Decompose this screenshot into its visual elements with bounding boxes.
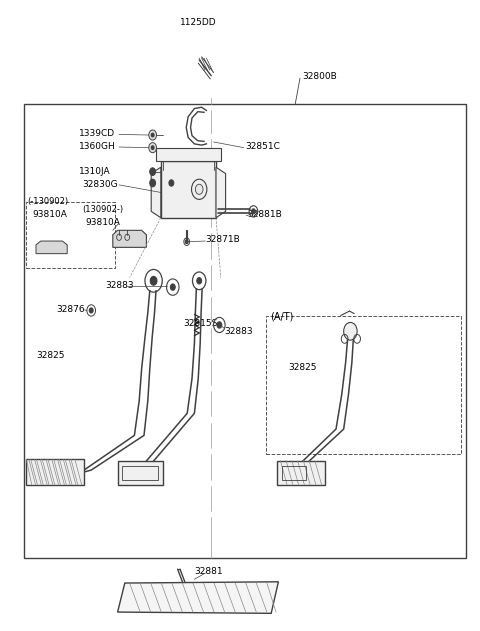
Text: 32876: 32876 <box>57 305 85 314</box>
Bar <box>161 161 216 218</box>
Text: 93810A: 93810A <box>85 218 120 227</box>
Circle shape <box>197 278 202 284</box>
Polygon shape <box>156 148 221 161</box>
Circle shape <box>151 133 154 137</box>
Polygon shape <box>36 241 67 254</box>
Circle shape <box>149 130 156 140</box>
Text: 93810A: 93810A <box>33 210 68 219</box>
Bar <box>282 466 306 480</box>
Text: 1125DD: 1125DD <box>180 18 216 27</box>
Text: 32871B: 32871B <box>205 235 240 244</box>
Text: 32815S: 32815S <box>183 319 218 327</box>
Text: 32881: 32881 <box>194 567 223 576</box>
Circle shape <box>89 308 93 313</box>
Text: (A/T): (A/T) <box>270 312 293 322</box>
Bar <box>26 459 84 485</box>
Circle shape <box>169 180 174 186</box>
Circle shape <box>344 322 357 340</box>
Circle shape <box>150 168 156 175</box>
Circle shape <box>217 322 222 328</box>
Text: (-130902): (-130902) <box>27 198 69 206</box>
Circle shape <box>149 143 156 153</box>
Polygon shape <box>151 167 161 218</box>
Text: 32851C: 32851C <box>245 142 280 151</box>
Text: 32825: 32825 <box>288 363 316 372</box>
Bar <box>122 466 158 480</box>
Circle shape <box>195 184 203 194</box>
Text: 32800B: 32800B <box>302 73 337 81</box>
Polygon shape <box>216 167 226 218</box>
Circle shape <box>252 209 255 214</box>
Text: 32830G: 32830G <box>83 180 118 189</box>
Circle shape <box>150 179 156 187</box>
Polygon shape <box>113 230 146 247</box>
Bar <box>24 104 466 558</box>
Circle shape <box>185 240 188 244</box>
Bar <box>277 461 325 485</box>
Text: (130902-): (130902-) <box>83 205 124 214</box>
Text: 1310JA: 1310JA <box>79 167 111 176</box>
Text: 1360GH: 1360GH <box>79 142 116 151</box>
Text: 32825: 32825 <box>36 351 64 360</box>
Text: 32883: 32883 <box>225 327 253 336</box>
Circle shape <box>150 276 157 285</box>
Bar <box>118 461 163 485</box>
Circle shape <box>151 146 154 150</box>
Text: 1339CD: 1339CD <box>79 129 115 138</box>
Text: 32883: 32883 <box>106 281 134 290</box>
Polygon shape <box>118 582 278 613</box>
Bar <box>26 202 115 268</box>
Circle shape <box>170 284 175 290</box>
Text: 32881B: 32881B <box>247 210 282 219</box>
Bar <box>266 316 461 454</box>
